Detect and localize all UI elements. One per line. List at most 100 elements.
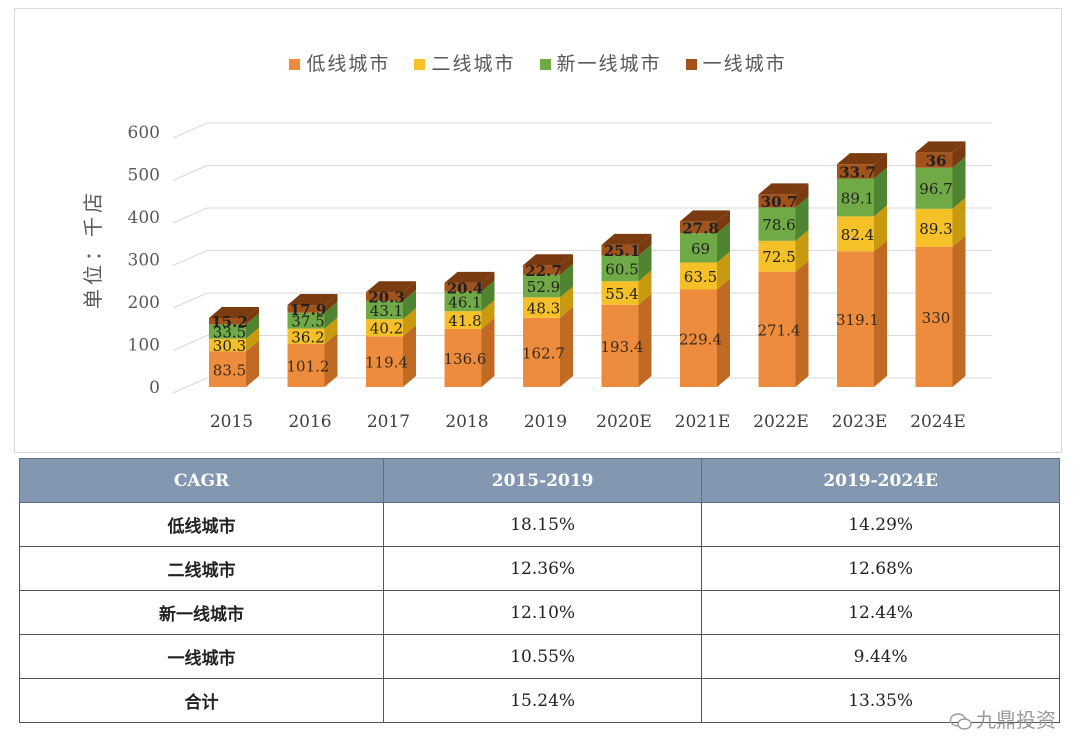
data-label: 33.7 — [839, 163, 876, 181]
bar-segment-side — [246, 340, 259, 387]
data-label: 27.8 — [682, 219, 719, 237]
data-label: 330 — [922, 309, 951, 327]
cagr-table: CAGR 2015-2019 2019-2024E 低线城市 18.15% 14.2… — [19, 458, 1060, 723]
bar-segment — [287, 328, 325, 344]
data-label: 30.3 — [213, 337, 246, 355]
x-tick-label: 2018 — [445, 412, 488, 432]
y-tick-label: 100 — [128, 336, 160, 356]
bar-segment — [837, 251, 874, 387]
bar-segment — [287, 305, 325, 313]
bar-segment — [523, 265, 560, 275]
data-label: 101.2 — [287, 357, 330, 375]
bar-segment-side — [717, 278, 730, 387]
row-label: 低线城市 — [19, 502, 384, 547]
bar-top — [366, 281, 416, 293]
bar-segment-side — [795, 229, 809, 272]
gridline-depth — [172, 292, 208, 309]
header-2019-2024e: 2019-2024E — [701, 458, 1060, 503]
data-label: 25.1 — [604, 242, 641, 260]
data-label: 193.4 — [601, 338, 644, 356]
bar-top — [680, 210, 730, 222]
bar-segment — [444, 282, 482, 292]
wechat-icon — [950, 712, 972, 730]
bar-segment — [523, 297, 560, 318]
cell-value: 13.35% — [701, 678, 1060, 723]
gridline-depth — [172, 122, 208, 139]
bar-segment-side — [246, 306, 259, 325]
bar-segment-side — [717, 251, 730, 290]
gridline-depth — [172, 377, 208, 394]
bar-segment-side — [952, 156, 966, 209]
chart-legend: 低线城市 二线城市 新一线城市 一线城市 — [15, 49, 1061, 76]
legend-swatch — [685, 59, 697, 70]
bar-segment — [366, 300, 403, 320]
cell-value: 15.24% — [382, 678, 703, 723]
bar-segment-side — [246, 327, 259, 352]
bar-segment-side — [874, 167, 887, 217]
data-label: 17.9 — [290, 301, 327, 319]
bar-segment — [680, 233, 717, 263]
data-label: 83.5 — [213, 361, 246, 379]
bar-segment-side — [795, 260, 809, 387]
data-label: 69 — [691, 240, 710, 258]
data-label: 89.3 — [919, 220, 952, 238]
bar-segment-side — [874, 240, 887, 387]
data-label: 22.7 — [525, 262, 562, 280]
bar-segment-side — [481, 317, 495, 387]
data-label: 78.6 — [762, 216, 795, 234]
bar-segment-side — [952, 235, 966, 387]
bar-segment — [758, 271, 796, 387]
bar-segment-side — [403, 325, 416, 387]
header-2015-2019: 2015-2019 — [382, 458, 703, 503]
x-tick-label: 2024E — [910, 412, 966, 432]
bar-segment — [680, 221, 717, 234]
bar-segment — [837, 164, 874, 179]
row-label: 合计 — [19, 678, 384, 723]
bar-segment-side — [638, 270, 652, 305]
y-tick-label: 200 — [128, 293, 160, 313]
bar-segment-side — [874, 153, 887, 179]
x-tick-label: 2021E — [675, 412, 731, 432]
bar-segment — [366, 319, 403, 337]
bar-segment-side — [324, 332, 338, 387]
bar-segment-side — [560, 263, 573, 298]
data-label: 20.3 — [368, 289, 405, 307]
data-label: 48.3 — [527, 300, 560, 318]
data-label: 119.4 — [365, 354, 408, 372]
y-tick-label: 300 — [128, 251, 160, 271]
data-label: 20.4 — [447, 279, 484, 297]
bar-segment-side — [481, 280, 495, 312]
bar-segment — [680, 262, 717, 290]
bar-segment-side — [481, 300, 495, 329]
row-label: 二线城市 — [19, 546, 384, 591]
table-header-row: CAGR 2015-2019 2019-2024E — [19, 458, 1060, 503]
bar-top — [444, 271, 495, 283]
data-label: 40.2 — [370, 320, 403, 338]
bar-segment — [601, 304, 639, 387]
row-label: 新一线城市 — [19, 590, 384, 635]
y-tick-label: 600 — [128, 123, 160, 143]
bar-segment-side — [717, 222, 730, 263]
bar-segment — [366, 336, 403, 387]
data-label: 319.1 — [836, 311, 879, 329]
bar-segment — [758, 194, 796, 208]
bar-segment — [209, 338, 246, 352]
legend-swatch — [539, 59, 551, 70]
y-tick-label: 400 — [128, 208, 160, 228]
legend-item-low-tier: 低线城市 — [289, 49, 390, 76]
bar-top — [758, 183, 809, 195]
data-label: 271.4 — [758, 321, 801, 339]
cell-value: 12.10% — [382, 590, 703, 635]
data-label: 55.4 — [605, 285, 638, 303]
legend-swatch — [414, 59, 426, 70]
data-label: 63.5 — [684, 268, 717, 286]
bar-segment-side — [403, 281, 416, 301]
bar-segment — [444, 328, 482, 387]
cell-value: 18.15% — [382, 502, 703, 547]
bar-segment-side — [324, 301, 338, 329]
x-tick-label: 2020E — [596, 412, 652, 432]
bar-segment-side — [560, 286, 573, 318]
bar-segment-side — [403, 308, 416, 337]
bar-segment — [837, 216, 874, 252]
bar-segment — [209, 324, 246, 339]
